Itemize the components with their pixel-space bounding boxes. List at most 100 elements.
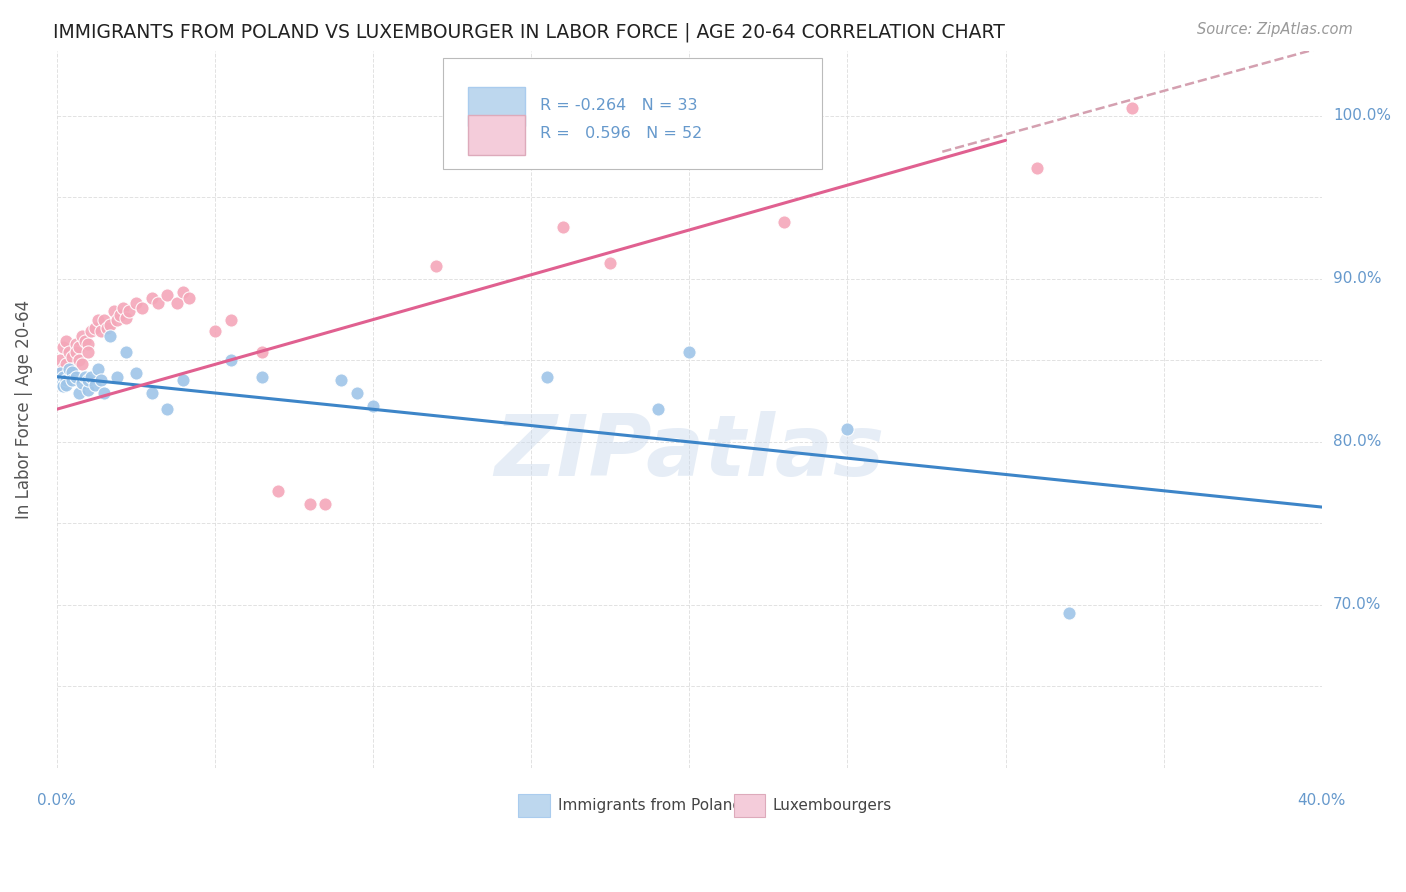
Point: [75, 334, 97, 348]
Point: [678, 345, 700, 359]
Point: [52, 369, 75, 384]
Point: [49, 367, 72, 381]
Text: 40.0%: 40.0%: [1298, 793, 1346, 808]
Point: [49, 367, 72, 381]
Text: R = -0.264   N = 33: R = -0.264 N = 33: [540, 98, 697, 112]
Point: [65, 337, 87, 351]
Point: [80, 324, 103, 338]
Point: [172, 373, 194, 387]
Point: [52, 340, 75, 354]
Point: [80, 369, 103, 384]
Point: [70, 357, 93, 371]
Point: [105, 312, 128, 326]
Point: [83, 377, 105, 392]
Point: [55, 334, 77, 348]
Point: [96, 320, 118, 334]
Text: 80.0%: 80.0%: [1333, 434, 1381, 450]
Point: [67, 353, 90, 368]
Point: [298, 497, 321, 511]
Point: [112, 301, 135, 316]
Point: [115, 345, 138, 359]
Point: [75, 369, 97, 384]
FancyBboxPatch shape: [734, 794, 765, 816]
Point: [156, 288, 179, 302]
Point: [1121, 101, 1143, 115]
Point: [62, 361, 84, 376]
Point: [58, 369, 80, 384]
Text: ZIPatlas: ZIPatlas: [494, 411, 884, 494]
Point: [65, 369, 87, 384]
Point: [87, 361, 110, 376]
Point: [52, 361, 75, 376]
Point: [49, 376, 72, 391]
Point: [90, 324, 112, 338]
Point: [125, 296, 148, 310]
Text: Source: ZipAtlas.com: Source: ZipAtlas.com: [1197, 22, 1353, 37]
Point: [58, 361, 80, 376]
Point: [108, 308, 131, 322]
Point: [67, 340, 90, 354]
Point: [141, 386, 163, 401]
Point: [83, 320, 105, 334]
Point: [58, 345, 80, 359]
Point: [115, 310, 138, 325]
Point: [55, 357, 77, 371]
Point: [77, 373, 100, 387]
Point: [250, 345, 273, 359]
Point: [52, 379, 75, 393]
Text: 90.0%: 90.0%: [1333, 271, 1382, 286]
Point: [70, 329, 93, 343]
Point: [90, 373, 112, 387]
FancyBboxPatch shape: [468, 115, 524, 154]
Point: [49, 353, 72, 368]
Point: [837, 422, 859, 436]
FancyBboxPatch shape: [443, 58, 823, 169]
Point: [103, 304, 125, 318]
Point: [65, 345, 87, 359]
Point: [219, 312, 242, 326]
Text: 0.0%: 0.0%: [37, 793, 76, 808]
Point: [93, 386, 115, 401]
Point: [599, 255, 621, 269]
Point: [204, 324, 226, 338]
Point: [77, 337, 100, 351]
Point: [314, 497, 336, 511]
Point: [1026, 161, 1049, 175]
Point: [172, 285, 194, 299]
Point: [77, 345, 100, 359]
Point: [125, 367, 148, 381]
Y-axis label: In Labor Force | Age 20-64: In Labor Force | Age 20-64: [15, 300, 32, 519]
Point: [536, 369, 558, 384]
Text: 70.0%: 70.0%: [1333, 598, 1381, 613]
Point: [267, 483, 290, 498]
Point: [100, 318, 122, 332]
Point: [346, 386, 368, 401]
Point: [156, 402, 179, 417]
Point: [131, 301, 153, 316]
Point: [55, 377, 77, 392]
Text: 100.0%: 100.0%: [1333, 108, 1391, 123]
Point: [62, 350, 84, 364]
Point: [146, 296, 169, 310]
Point: [55, 373, 77, 387]
Point: [105, 369, 128, 384]
Point: [166, 296, 188, 310]
Point: [219, 353, 242, 368]
FancyBboxPatch shape: [468, 87, 524, 126]
Point: [77, 383, 100, 397]
Point: [425, 259, 447, 273]
Point: [647, 402, 669, 417]
Text: IMMIGRANTS FROM POLAND VS LUXEMBOURGER IN LABOR FORCE | AGE 20-64 CORRELATION CH: IMMIGRANTS FROM POLAND VS LUXEMBOURGER I…: [53, 22, 1005, 42]
Point: [62, 373, 84, 387]
Point: [141, 292, 163, 306]
Point: [87, 312, 110, 326]
Point: [179, 292, 201, 306]
Point: [70, 376, 93, 391]
Point: [100, 329, 122, 343]
Point: [250, 369, 273, 384]
Point: [551, 219, 574, 234]
Point: [773, 215, 796, 229]
Text: R =   0.596   N = 52: R = 0.596 N = 52: [540, 127, 702, 141]
Point: [118, 304, 141, 318]
Text: Immigrants from Poland: Immigrants from Poland: [558, 797, 742, 813]
